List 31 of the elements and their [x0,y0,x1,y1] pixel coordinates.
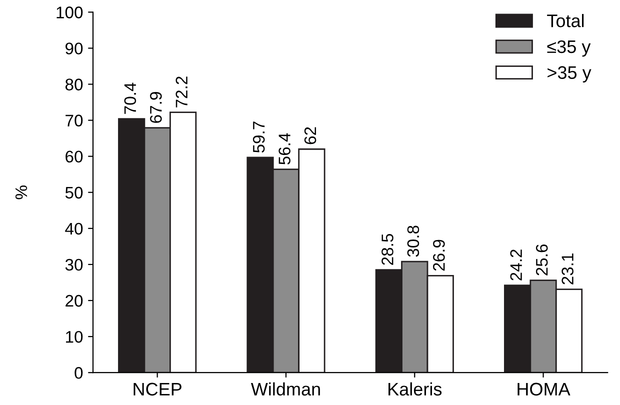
data-label: 25.6 [536,244,548,276]
y-tick-label: 80 [65,78,83,90]
data-label: 30.8 [407,226,420,257]
data-label: 59.7 [252,122,265,153]
data-label: 67.9 [150,92,162,123]
x-tick-label: Wildman [250,382,320,396]
data-label: 23.1 [562,254,574,284]
data-label: 56.4 [278,133,290,164]
x-tick-label: Kaleris [388,382,442,396]
data-label: 70.4 [124,82,136,114]
y-tick-label: 20 [66,294,83,307]
legend-label: ≤35 y [547,40,591,57]
y-tick-label: 10 [66,330,83,343]
y-tick-label: 70 [66,114,83,126]
data-label: 28.5 [382,234,394,265]
data-label: 72.2 [176,76,188,108]
legend-label: >35 y [548,66,592,83]
y-tick-label: 60 [66,150,83,163]
y-tick-label: 0 [74,367,83,379]
y-tick-label: 30 [65,258,83,271]
data-label: 26.9 [433,240,445,271]
data-label: 62 [304,127,316,144]
y-tick-label: 40 [65,222,83,235]
x-tick-label: NCEP [134,382,182,396]
data-label: 24.2 [510,250,522,280]
y-tick-label: 90 [66,42,83,54]
y-tick-label: 50 [65,186,83,199]
x-tick-label: HOMA [518,382,570,396]
legend-label: Total [547,14,584,28]
y-tick-label: 100 [56,6,83,18]
y-axis-title: % [15,186,28,200]
